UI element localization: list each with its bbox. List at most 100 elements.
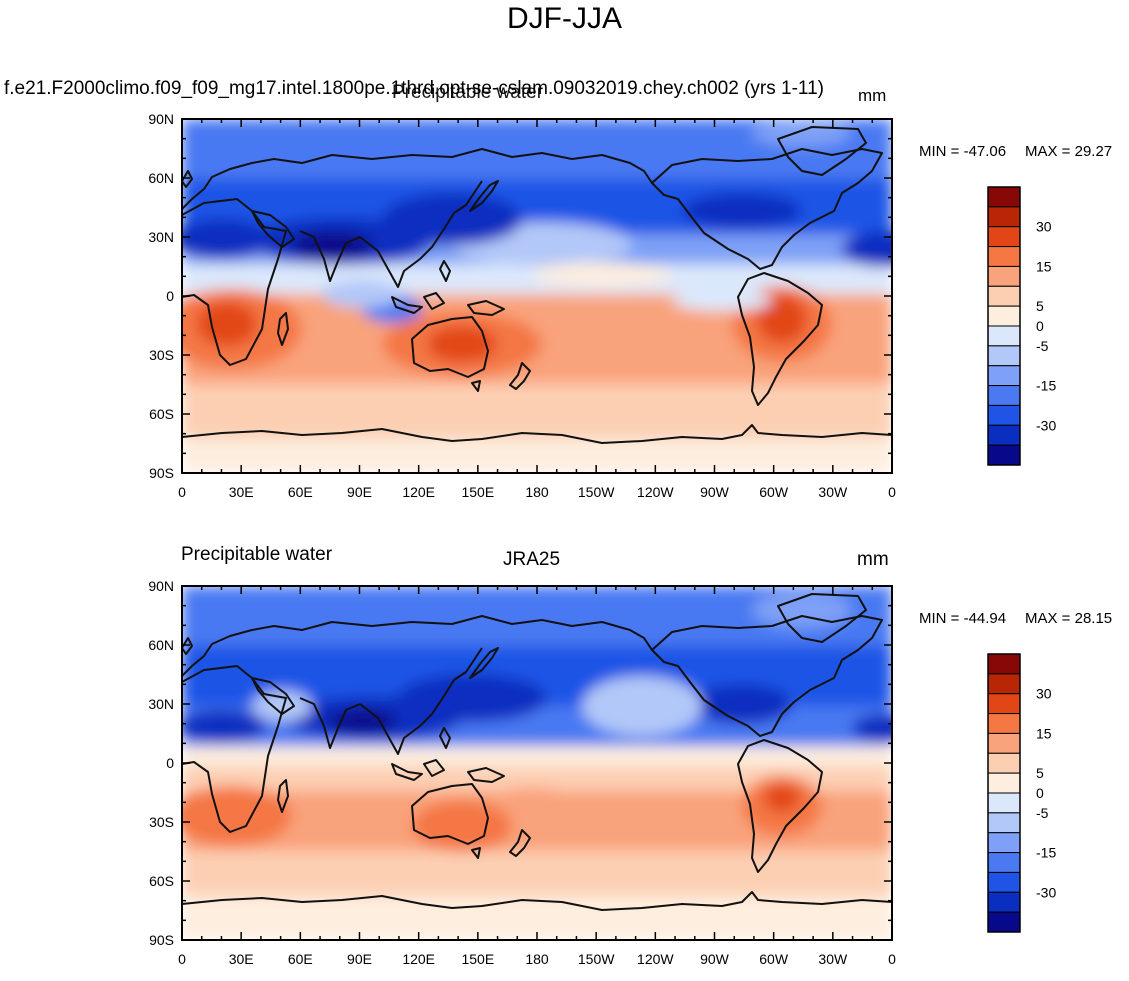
panel1-lon-labels: 0 30E 60E 90E 120E 150E 180 150W 120W 90W 60W 30W 0	[178, 484, 896, 500]
colorbar-swatch	[987, 713, 1021, 734]
colorbar-swatch	[987, 186, 1021, 208]
colorbar-label: 0	[1036, 318, 1044, 334]
colorbar-label: -5	[1036, 338, 1049, 354]
colorbar-swatch	[987, 424, 1021, 446]
lon-tick-label: 60E	[288, 484, 313, 500]
lon-tick-label: 150E	[461, 484, 494, 500]
panel2-variable-label: Precipitable water	[181, 544, 333, 565]
colorbar-swatch	[987, 891, 1021, 913]
panel2-lat-labels: 90N 60N 30N 0 30S 60S 90S	[148, 578, 174, 948]
colorbar-swatch	[987, 832, 1021, 854]
panel2-min-label: MIN = -44.94	[919, 610, 1007, 627]
colorbar-swatch	[987, 305, 1021, 327]
lon-tick-label: 120E	[402, 951, 435, 967]
colorbar-label: -5	[1036, 805, 1049, 821]
panel1-experiment-label: f.e21.F2000climo.f09_f09_mg17.intel.1800…	[4, 78, 824, 99]
colorbar-swatch	[987, 772, 1021, 794]
lat-tick-label: 60S	[149, 873, 174, 889]
lon-tick-label: 90E	[347, 951, 372, 967]
colorbar-label: 15	[1036, 725, 1052, 741]
panel1-axis-ticks	[181, 118, 893, 474]
colorbar-swatch	[987, 732, 1021, 754]
lon-tick-label: 0	[178, 951, 186, 967]
colorbar-label: 30	[1036, 686, 1052, 702]
colorbar-swatch	[987, 852, 1021, 873]
colorbar-swatch	[987, 693, 1021, 715]
colorbar-swatch	[987, 385, 1021, 406]
colorbar-label: 0	[1036, 785, 1044, 801]
lat-tick-label: 90S	[149, 465, 174, 481]
lon-tick-label: 30E	[229, 484, 254, 500]
lat-tick-label: 30S	[149, 814, 174, 830]
lat-tick-label: 30N	[148, 696, 174, 712]
colorbar-label: -15	[1036, 378, 1056, 394]
colorbar-swatch	[987, 911, 1021, 933]
panel1-min-label: MIN = -47.06	[919, 143, 1007, 160]
lat-tick-label: 30N	[148, 229, 174, 245]
colorbar-frame	[987, 653, 1021, 933]
lon-tick-label: 180	[525, 484, 549, 500]
lon-tick-label: 150W	[578, 484, 615, 500]
lon-tick-label: 0	[888, 484, 896, 500]
lon-tick-label: 90W	[700, 484, 730, 500]
colorbar-swatch	[987, 345, 1021, 367]
panel2-axis-ticks	[181, 585, 893, 941]
colorbar-label: -30	[1036, 884, 1056, 900]
panel2-dataset-label: JRA25	[503, 549, 561, 570]
lon-tick-label: 60W	[759, 951, 789, 967]
colorbar-swatch	[987, 226, 1021, 248]
panel2-units-label: mm	[857, 549, 889, 570]
lon-tick-label: 30W	[818, 951, 848, 967]
colorbar-label: 5	[1036, 298, 1044, 314]
colorbar-swatch	[987, 812, 1021, 834]
colorbar-swatch	[987, 365, 1021, 387]
colorbar-swatch	[987, 265, 1021, 287]
colorbar-swatch	[987, 673, 1021, 695]
colorbar-swatch	[987, 653, 1021, 675]
lon-tick-label: 120W	[637, 951, 674, 967]
colorbar-frame	[987, 186, 1021, 466]
panel1-max-label: MAX = 29.27	[1025, 143, 1113, 160]
panel2-colorbar: 30 15 5 0 -5 -15 -30	[987, 653, 1056, 933]
panel2-max-label: MAX = 28.15	[1025, 610, 1113, 627]
colorbar-swatch	[987, 285, 1021, 307]
lat-tick-label: 60N	[148, 170, 174, 186]
colorbar-swatch	[987, 404, 1021, 426]
panel1-map: 90N 60N 30N 0 30S 60S 90S 0 30E 60E 90E 120E 150E 18…	[148, 111, 896, 500]
lon-tick-label: 120W	[637, 484, 674, 500]
colorbar-label: 5	[1036, 765, 1044, 781]
panel1-units-label: mm	[858, 86, 887, 105]
lat-tick-label: 90N	[148, 111, 174, 127]
panel1-variable-label: Precipitable water	[392, 82, 544, 103]
lon-tick-label: 150E	[461, 951, 494, 967]
lat-tick-label: 90S	[149, 932, 174, 948]
lon-tick-label: 90E	[347, 484, 372, 500]
lon-tick-label: 0	[888, 951, 896, 967]
lon-tick-label: 60W	[759, 484, 789, 500]
lon-tick-label: 0	[178, 484, 186, 500]
panel1-colorbar: 30 15 5 0 -5 -15 -30	[987, 186, 1056, 466]
lon-tick-label: 180	[525, 951, 549, 967]
colorbar-swatch	[987, 871, 1021, 893]
lat-tick-label: 90N	[148, 578, 174, 594]
colorbar-label: -30	[1036, 417, 1056, 433]
lat-tick-label: 60S	[149, 406, 174, 422]
lat-tick-label: 30S	[149, 347, 174, 363]
colorbar-label: 30	[1036, 219, 1052, 235]
lon-tick-label: 60E	[288, 951, 313, 967]
panel2-lon-labels: 0 30E 60E 90E 120E 150E 180 150W 120W 90W 60W 30W 0	[178, 951, 896, 967]
colorbar-label: 15	[1036, 258, 1052, 274]
panel1-lat-labels: 90N 60N 30N 0 30S 60S 90S	[148, 111, 174, 481]
lon-tick-label: 30E	[229, 951, 254, 967]
colorbar-swatch	[987, 206, 1021, 228]
colorbar-swatch	[987, 444, 1021, 466]
panel2-map: 90N 60N 30N 0 30S 60S 90S 0 30E 60E 90E 120E 150E 18…	[148, 578, 896, 967]
lat-tick-label: 0	[166, 755, 174, 771]
colorbar-swatch	[987, 752, 1021, 774]
colorbar-swatch	[987, 246, 1021, 267]
colorbar-label: -15	[1036, 845, 1056, 861]
lat-tick-label: 0	[166, 288, 174, 304]
colorbar-swatch	[987, 792, 1021, 814]
lat-tick-label: 60N	[148, 637, 174, 653]
